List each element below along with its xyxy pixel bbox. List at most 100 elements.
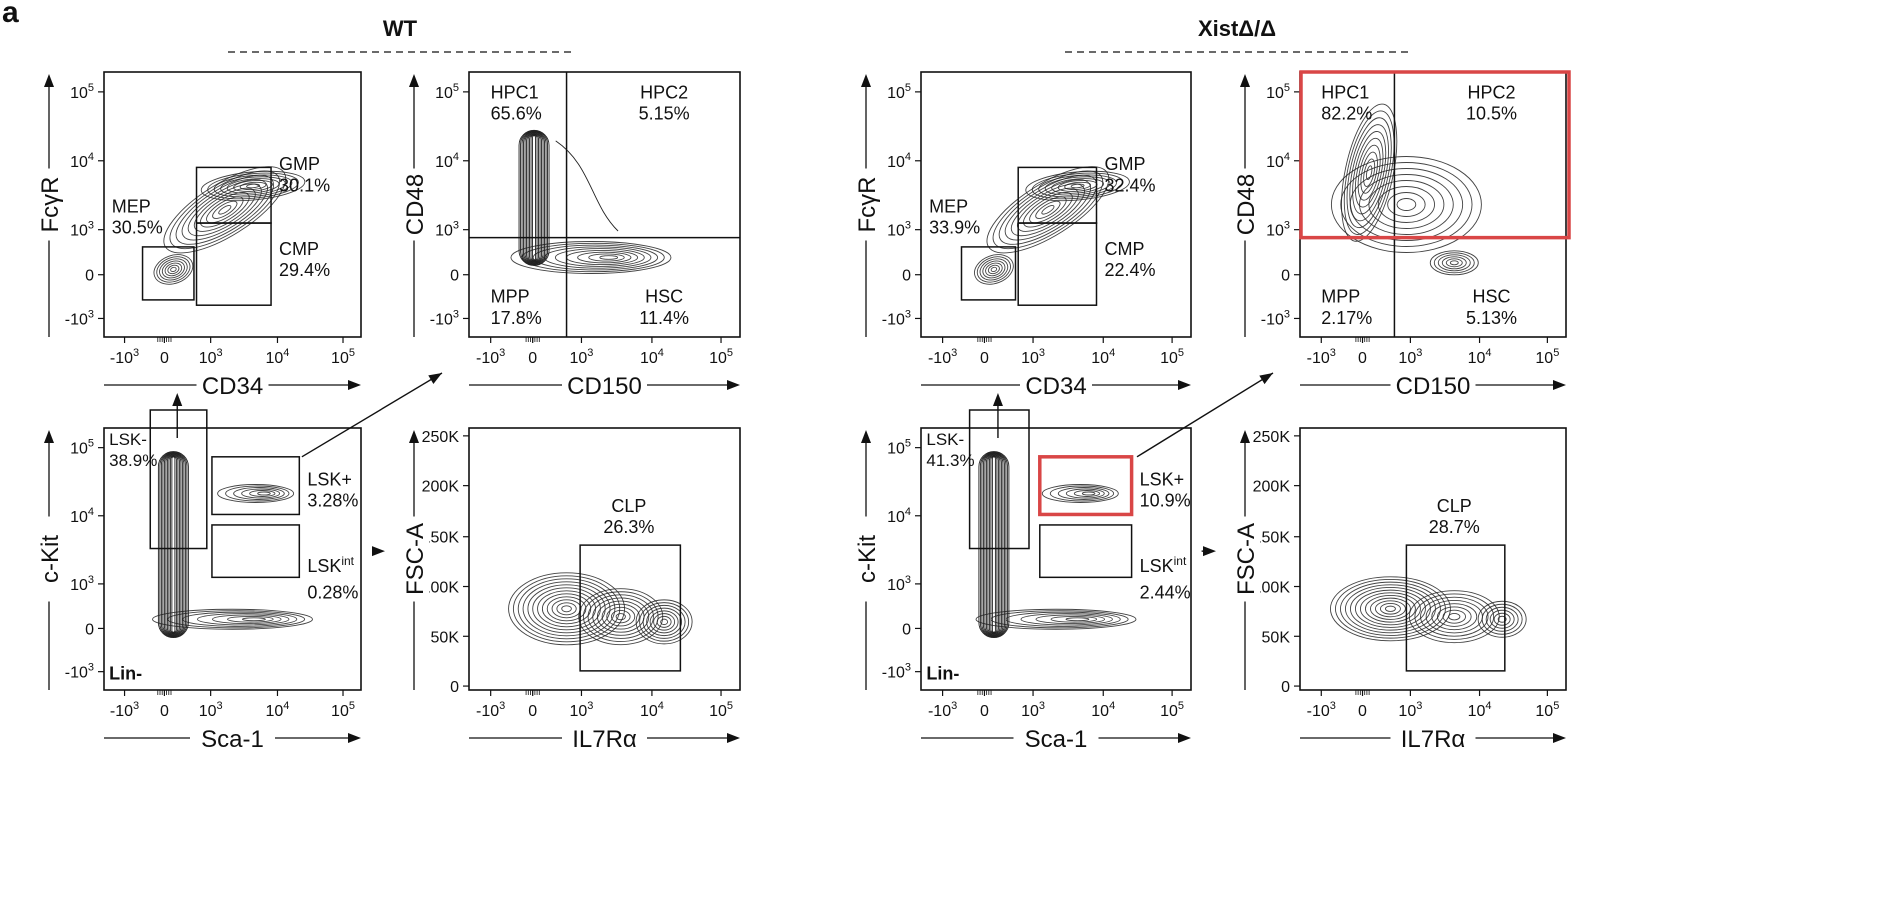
- contour-line: [1374, 600, 1406, 618]
- contour-line: [165, 454, 182, 636]
- gate-value-cmp: 22.4%: [1105, 260, 1156, 280]
- gate-lsk-minus: [149, 409, 208, 550]
- gate-value-mep: 30.5%: [112, 218, 163, 238]
- contour-line: [984, 453, 1004, 636]
- contour-line: [1379, 602, 1401, 615]
- contour-line: [226, 178, 280, 194]
- arrow-head: [727, 380, 740, 390]
- y-axis-label: FcγR: [854, 177, 881, 233]
- y-tick-label: 0: [85, 621, 94, 638]
- plot-frame: [468, 427, 741, 691]
- x-tick-label: 103: [1398, 700, 1422, 720]
- y-tick-label: 103: [70, 574, 94, 594]
- contour-line: [532, 135, 536, 261]
- contour-line: [1425, 599, 1483, 634]
- contour-line: [239, 181, 267, 191]
- y-tick-label: 0: [1281, 679, 1290, 696]
- y-tick-label: 104: [887, 506, 911, 526]
- contour-line: [1073, 490, 1101, 497]
- contour-line: [588, 253, 625, 262]
- gate-lsk-plus: [1038, 455, 1134, 517]
- y-tick-label: 104: [1266, 151, 1290, 171]
- contour-line: [1065, 488, 1105, 499]
- arrow-head: [1553, 733, 1566, 743]
- contour-line: [1493, 612, 1511, 626]
- gate-label-lsk-plus: LSK+: [1140, 470, 1185, 490]
- gate-label-lsk-int: LSKint: [307, 554, 354, 576]
- y-tick-label: 103: [435, 220, 459, 240]
- contour-line: [1433, 252, 1475, 274]
- contour-line: [529, 134, 539, 262]
- contour-line: [1365, 165, 1373, 181]
- contour-line: [990, 455, 998, 634]
- contour-line: [606, 606, 636, 627]
- contour-line: [1341, 103, 1398, 242]
- x-label-bg: [190, 724, 275, 752]
- x-tick-label: 103: [570, 347, 594, 367]
- contour-line: [978, 451, 1010, 639]
- contour-line: [169, 170, 281, 250]
- x-label-bg: [196, 371, 269, 399]
- y-tick-label: 103: [70, 220, 94, 240]
- contour-line: [982, 452, 1005, 637]
- y-tick-label: 0: [85, 268, 94, 285]
- contour-line: [592, 597, 650, 636]
- figure-label: a: [2, 0, 19, 29]
- y-tick-label: 50K: [1262, 629, 1291, 646]
- contour-line: [988, 455, 999, 634]
- y-label-bg: [399, 168, 429, 241]
- y-axis-label: c-Kit: [37, 535, 64, 583]
- x-tick-label: 104: [1468, 700, 1492, 720]
- x-tick-label: 0: [160, 350, 169, 367]
- gate-value-gmp: 32.4%: [1105, 175, 1156, 195]
- contour-line: [517, 578, 616, 640]
- gate-value-lsk-minus: 41.3%: [926, 451, 974, 470]
- contour-line: [157, 451, 189, 639]
- gate-label-gmp: GMP: [1105, 154, 1146, 174]
- plot-frame: [103, 427, 362, 691]
- x-tick-label: -103: [928, 700, 957, 720]
- contour-line: [1051, 178, 1104, 194]
- contour-line: [523, 131, 545, 265]
- contour-line: [1020, 613, 1113, 626]
- gate-value-hpc2: 10.5%: [1466, 104, 1517, 124]
- gate-label-clp: CLP: [611, 496, 646, 516]
- arrow-head: [409, 74, 419, 87]
- x-tick-label: 103: [1398, 347, 1422, 367]
- y-tick-label: -103: [430, 308, 459, 328]
- contour-line: [587, 594, 654, 639]
- population-label: Lin-: [926, 664, 959, 684]
- gate-label-mep: MEP: [112, 196, 151, 216]
- x-tick-label: 103: [1021, 700, 1045, 720]
- contour-line: [524, 132, 544, 264]
- contour-line: [985, 262, 1003, 277]
- x-tick-label: 104: [1091, 347, 1115, 367]
- gate-label-gmp: GMP: [279, 154, 320, 174]
- gate-value-hpc1: 82.2%: [1321, 104, 1372, 124]
- arrow-head: [861, 74, 871, 87]
- arrow-head: [727, 733, 740, 743]
- contour-line: [159, 258, 188, 281]
- arrow-head: [1203, 546, 1216, 557]
- y-tick-label: 100K: [422, 580, 460, 597]
- contour-line: [1346, 117, 1392, 229]
- group-title: WT: [383, 16, 418, 41]
- contour-line: [1035, 614, 1106, 624]
- contour-line: [1489, 609, 1515, 629]
- gate-label-cmp: CMP: [279, 239, 319, 259]
- y-label-bg: [34, 516, 64, 602]
- gate-value-lsk-int: 0.28%: [307, 582, 358, 602]
- y-axis-label: FcγR: [37, 177, 64, 233]
- contour-line: [992, 170, 1104, 250]
- x-tick-label: 105: [1160, 347, 1184, 367]
- gate-cmp: [1017, 222, 1098, 306]
- contour-line: [522, 581, 611, 637]
- plot-frame: [1299, 427, 1567, 691]
- contour-line: [213, 174, 293, 198]
- gate-lsk-int: [211, 524, 301, 579]
- contour-line: [163, 453, 183, 636]
- x-tick-label: 0: [980, 350, 989, 367]
- arrow-head: [1259, 373, 1273, 385]
- contour-line: [1344, 584, 1436, 634]
